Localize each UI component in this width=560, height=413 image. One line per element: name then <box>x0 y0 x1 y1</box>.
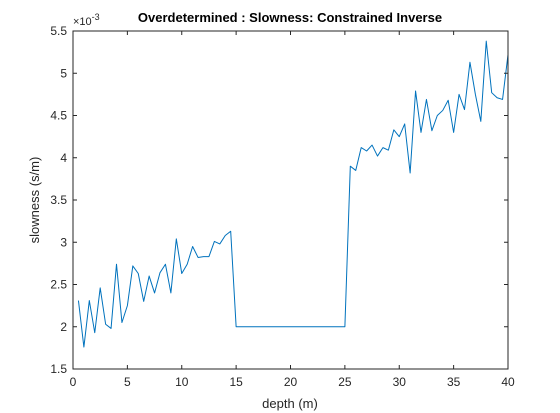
series-layer <box>77 40 509 348</box>
x-tick-label: 0 <box>70 375 77 389</box>
y-tick-label: 3.5 <box>50 193 67 207</box>
y-tick-label: 2 <box>60 320 67 334</box>
plot-area <box>73 31 508 369</box>
y-tick-label: 5.5 <box>50 24 67 38</box>
y-axis-label: slowness (s/m) <box>27 157 42 244</box>
y-exponent-label: ×10-3 <box>73 12 100 28</box>
x-tick-label: 30 <box>393 375 407 389</box>
x-tick-label: 20 <box>284 375 298 389</box>
series-line-1 <box>77 40 509 348</box>
y-tick-label: 5 <box>60 66 67 80</box>
x-tick-label: 25 <box>338 375 352 389</box>
x-axis-ticks: 0 5 10 15 20 25 30 35 40 <box>70 31 515 389</box>
x-tick-label: 15 <box>229 375 243 389</box>
y-tick-label: 1.5 <box>50 362 67 376</box>
y-tick-label: 4 <box>60 151 67 165</box>
x-tick-label: 10 <box>175 375 189 389</box>
x-tick-label: 35 <box>447 375 461 389</box>
x-axis-label: depth (m) <box>262 396 318 411</box>
y-tick-label: 2.5 <box>50 278 67 292</box>
y-tick-label: 4.5 <box>50 109 67 123</box>
chart-title: Overdetermined : Slowness: Constrained I… <box>138 10 442 25</box>
y-exponent-base: ×10 <box>73 16 92 28</box>
y-exponent-power: -3 <box>92 12 100 22</box>
y-tick-label: 3 <box>60 235 67 249</box>
y-axis-ticks: 1.5 2 2.5 3 3.5 4 4.5 5 5.5 <box>50 24 508 376</box>
x-tick-label: 5 <box>124 375 131 389</box>
x-tick-label: 40 <box>501 375 515 389</box>
